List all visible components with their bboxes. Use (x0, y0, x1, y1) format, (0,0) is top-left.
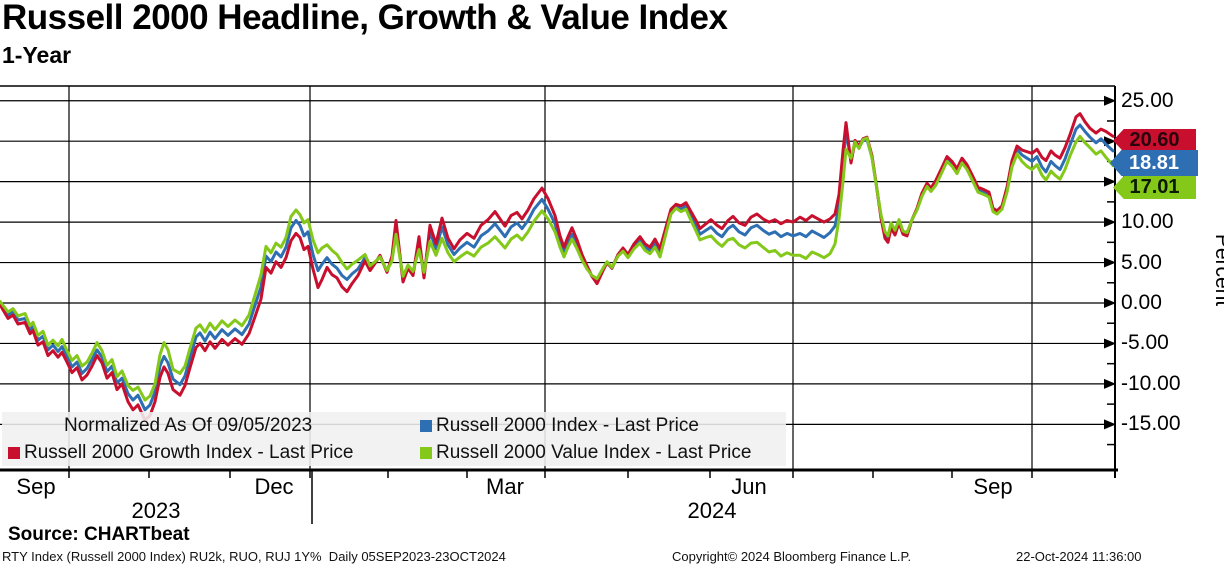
x-tick-label: Sep (16, 474, 56, 499)
legend-item-index: Russell 2000 Index - Last Price (414, 415, 786, 437)
y-tick-label: 5.00 (1121, 250, 1162, 274)
x-tick-label: Dec (254, 474, 294, 499)
y-tick-label: 25.00 (1121, 88, 1174, 112)
footer-copyright: Copyright© 2024 Bloomberg Finance L.P. (672, 549, 912, 564)
page-subtitle: 1-Year (2, 42, 72, 68)
footer-ticker-info: RTY Index (Russell 2000 Index) RU2k, RUO… (2, 549, 506, 564)
x-tick-label: Sep (973, 474, 1013, 499)
y-tick-label: -15.00 (1121, 412, 1181, 436)
legend-item-label: Russell 2000 Index - Last Price (436, 414, 699, 436)
y-axis-title: Percent (1211, 233, 1224, 307)
legend-item-growth: Russell 2000 Growth Index - Last Price (2, 442, 414, 464)
x-year-label: 2024 (687, 498, 737, 523)
legend-item-value: Russell 2000 Value Index - Last Price (414, 442, 786, 464)
y-tick-label: -10.00 (1121, 371, 1181, 395)
red-swatch-icon (8, 446, 20, 459)
y-tick-label: 10.00 (1121, 210, 1174, 234)
source-note: Source: CHARTbeat (8, 524, 190, 545)
green-swatch-icon (420, 446, 432, 459)
page-title: Russell 2000 Headline, Growth & Value In… (2, 0, 728, 37)
y-tick-label: -5.00 (1121, 331, 1169, 355)
legend-item-label: Russell 2000 Growth Index - Last Price (24, 441, 354, 463)
x-year-label: 2023 (131, 498, 181, 523)
y-tick-label: 0.00 (1121, 291, 1162, 314)
blue-swatch-icon (420, 419, 432, 432)
x-tick-label: Jun (731, 474, 767, 499)
legend-item-label: Russell 2000 Value Index - Last Price (436, 441, 752, 463)
x-tick-label: Mar (486, 474, 524, 499)
footer-timestamp: 22-Oct-2024 11:36:00 (1016, 549, 1142, 564)
price-tag-value: 17.01 (1113, 176, 1196, 199)
legend-box: Normalized As Of 09/05/2023 Russell 2000… (2, 412, 786, 466)
price-tag-growth: 20.60 (1113, 129, 1196, 152)
legend-normalized-note: Normalized As Of 09/05/2023 (64, 414, 313, 436)
price-tag-headline: 18.81 (1110, 150, 1198, 176)
